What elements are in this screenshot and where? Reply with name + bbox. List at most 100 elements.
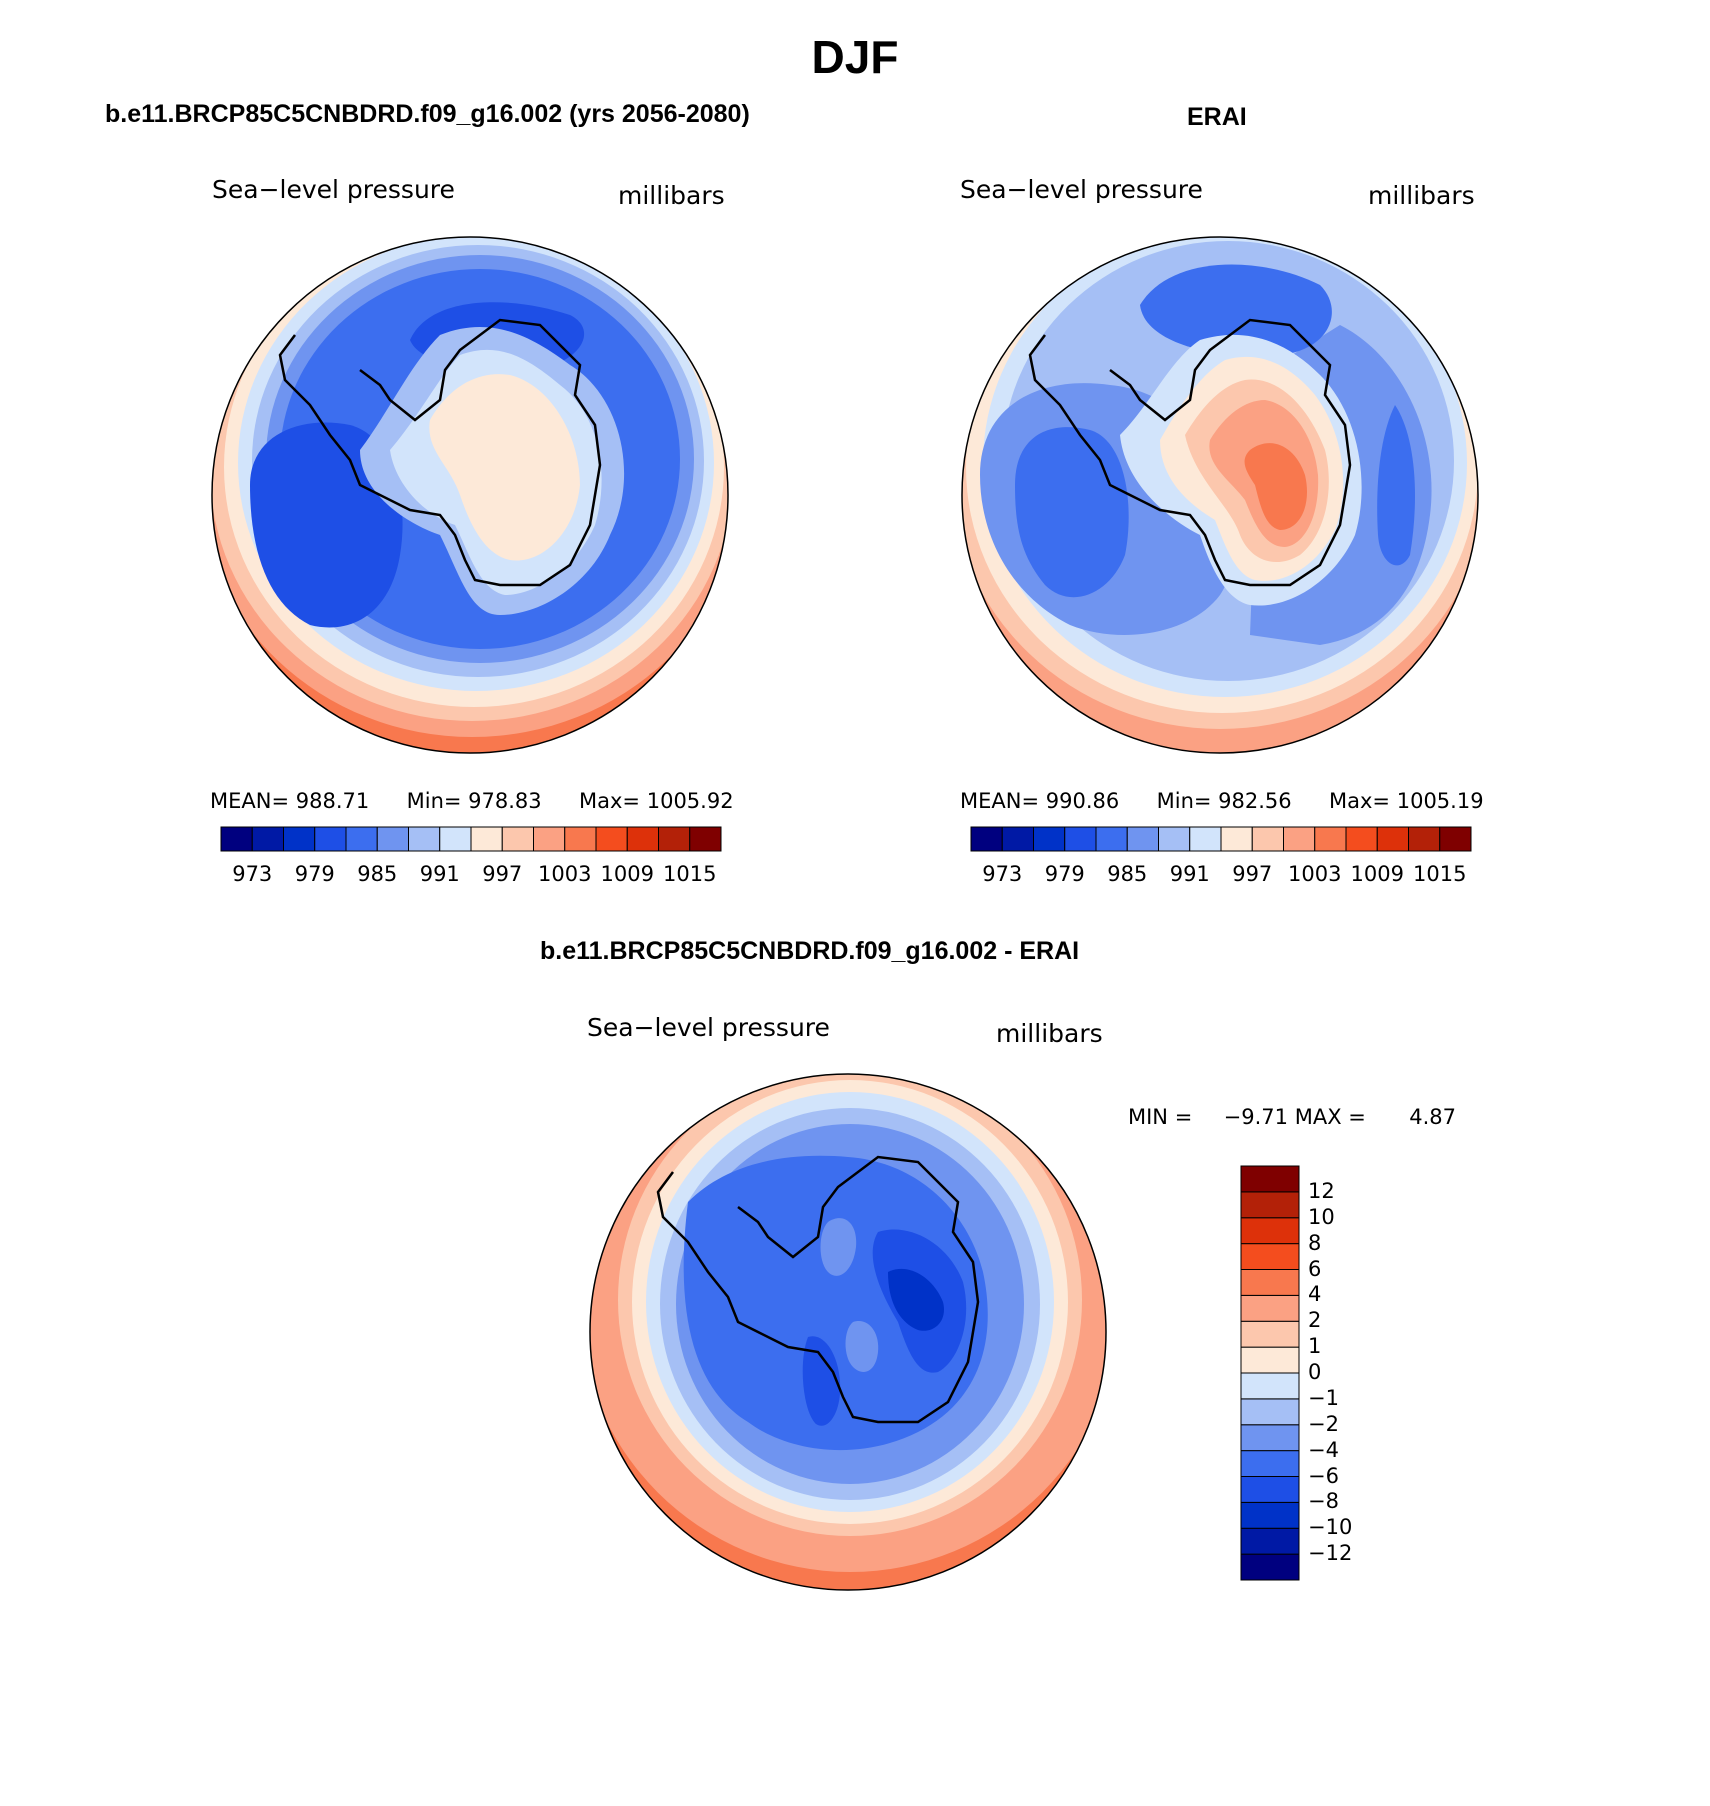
panel1-colorbar-swatch: [658, 826, 691, 852]
panel3-colorbar-swatch: [1240, 1269, 1300, 1296]
panel3-colorbar-swatch: [1240, 1398, 1300, 1426]
p3-plateau-light: [820, 1218, 857, 1276]
panel2-variable-label: Sea−level pressure: [960, 175, 1203, 204]
panel1-title: b.e11.BRCP85C5CNBDRD.f09_g16.002 (yrs 20…: [105, 100, 750, 128]
panel1-colorbar-tick-label: 1003: [538, 862, 592, 886]
panel2-colorbar-swatch: [1033, 826, 1066, 852]
panel2-colorbar-swatch: [1158, 826, 1191, 852]
panel3-colorbar-tick-label: −8: [1308, 1489, 1339, 1514]
panel1-colorbar-swatch: [376, 826, 409, 852]
panel3-colorbar-swatch: [1240, 1501, 1300, 1529]
panel3-colorbar-tick-label: 4: [1308, 1282, 1322, 1307]
panel1-max-value: 1005.92: [646, 789, 734, 813]
p1-low-west: [250, 422, 403, 628]
panel3-colorbar-swatch: [1240, 1191, 1300, 1219]
panel1-units-label: millibars: [618, 181, 725, 210]
panel3-colorbar-tick-label: −1: [1308, 1385, 1339, 1410]
panel1-colorbar-swatch: [314, 826, 347, 852]
panel3-colorbar-tick-label: 1: [1308, 1334, 1322, 1359]
panel3-colorbar-swatch: [1240, 1553, 1300, 1581]
panel2-colorbar-tick-label: 991: [1169, 862, 1210, 886]
panel1-colorbar-swatch: [533, 826, 566, 852]
panel2-colorbar-swatch: [1345, 826, 1378, 852]
panel3-colorbar-tick-label: 12: [1308, 1178, 1335, 1203]
panel3-colorbar-swatch: [1240, 1165, 1300, 1193]
panel3-max-value: 4.87: [1409, 1105, 1457, 1129]
panel3-colorbar-tick-label: −6: [1308, 1463, 1339, 1488]
panel3-colorbar-swatch: [1240, 1217, 1300, 1245]
panel1-colorbar-tick-label: 991: [419, 862, 460, 886]
panel2-colorbar-swatch: [1251, 826, 1284, 852]
panel3-colorbar-tick-label: −12: [1308, 1541, 1353, 1566]
panel2-max-value: 1005.19: [1396, 789, 1484, 813]
panel3-colorbar-tick-label: 8: [1308, 1230, 1322, 1255]
panel2-min-value: 982.56: [1218, 789, 1292, 813]
panel2-colorbar-tick-label: 979: [1044, 862, 1085, 886]
panel1-min-value: 978.83: [468, 789, 542, 813]
p3-low-south: [802, 1336, 841, 1426]
panel2-units-label: millibars: [1368, 181, 1475, 210]
p2-low-east: [1377, 405, 1415, 566]
panel3-units-label: millibars: [996, 1019, 1103, 1048]
panel1-colorbar-swatch: [626, 826, 659, 852]
panel2-colorbar-tick-label: 1009: [1350, 862, 1404, 886]
panel3-colorbar-tick-label: 2: [1308, 1308, 1322, 1333]
panel1-colorbar-swatch: [220, 826, 253, 852]
panel1-colorbar-swatch: [470, 826, 503, 852]
main-title: DJF: [811, 31, 899, 83]
panel3-colorbar-swatch: [1240, 1320, 1300, 1348]
panel2-colorbar-tick-label: 985: [1107, 862, 1148, 886]
panel3-colorbar-swatch: [1240, 1346, 1300, 1374]
panel3-colorbar-swatch: [1240, 1243, 1300, 1270]
panel3-colorbar-tick-label: −4: [1308, 1437, 1339, 1462]
panel3-title: b.e11.BRCP85C5CNBDRD.f09_g16.002 - ERAI: [540, 937, 1080, 965]
panel2-colorbar-swatch: [1439, 826, 1472, 852]
panel1-min-label: Min=: [406, 789, 462, 813]
panel3-colorbar-tick-label: 10: [1308, 1204, 1335, 1229]
panel1-colorbar-swatch: [595, 826, 628, 852]
panel1-colorbar-tick-label: 1015: [663, 862, 717, 886]
panel3-colorbar-tick-label: 6: [1308, 1256, 1322, 1281]
panel3-colorbar-swatch: [1240, 1527, 1300, 1555]
panel2-colorbar-ticks: 973 979 985 991 997 1003 1009 1015: [970, 862, 1472, 890]
panel2-colorbar-tick-label: 1003: [1288, 862, 1342, 886]
panel2-max-label: Max=: [1329, 789, 1391, 813]
panel3-colorbar: [1240, 1165, 1300, 1581]
panel2-colorbar-swatch: [1001, 826, 1034, 852]
panel2-colorbar-swatch: [1283, 826, 1316, 852]
panel2-colorbar-tick-label: 1015: [1413, 862, 1467, 886]
panel1-colorbar-swatch: [564, 826, 597, 852]
p2-low-west: [1015, 427, 1129, 598]
panel2-mean-label: MEAN=: [960, 789, 1040, 813]
panel1-colorbar-tick-label: 979: [294, 862, 335, 886]
panel1-colorbar-tick-label: 985: [357, 862, 398, 886]
p2-low-north: [1140, 264, 1332, 356]
panel3-colorbar-swatch: [1240, 1450, 1300, 1477]
panel1-colorbar: [220, 826, 722, 852]
panel2-colorbar-swatch: [1189, 826, 1222, 852]
panel2-colorbar-swatch: [1314, 826, 1347, 852]
panel1-variable-label: Sea−level pressure: [212, 175, 455, 204]
panel2-colorbar-swatch: [970, 826, 1003, 852]
panel1-colorbar-tick-label: 1009: [600, 862, 654, 886]
panel3-colorbar-swatch: [1240, 1424, 1300, 1452]
p2-plateau-4: [1244, 443, 1308, 530]
panel3-colorbar-ticks: −12 −10 −8 −6 −4 −2 −1 0 1 2 4 6 8 10 12: [1308, 1165, 1388, 1581]
p2-coastline: [1028, 318, 1352, 587]
panel3-min-label: MIN =: [1128, 1105, 1193, 1129]
panel3-stats: MIN = −9.71 MAX = 4.87: [1128, 1105, 1456, 1129]
panel1-colorbar-swatch: [283, 826, 316, 852]
panel1-colorbar-swatch: [501, 826, 534, 852]
panel1-mean-label: MEAN=: [210, 789, 290, 813]
p1-plateau-high: [429, 374, 580, 561]
p3-low-core: [888, 1268, 944, 1331]
panel2-title: ERAI: [1187, 103, 1247, 131]
panel2-colorbar-tick-label: 997: [1232, 862, 1273, 886]
panel2-map: [961, 236, 1479, 754]
panel1-colorbar-swatch: [251, 826, 284, 852]
panel2-colorbar: [970, 826, 1472, 852]
panel2-stats: MEAN= 990.86 Min= 982.56 Max= 1005.19: [960, 789, 1484, 813]
panel1-colorbar-swatch: [408, 826, 441, 852]
panel3-colorbar-swatch: [1240, 1476, 1300, 1503]
panel2-colorbar-swatch: [1126, 826, 1159, 852]
